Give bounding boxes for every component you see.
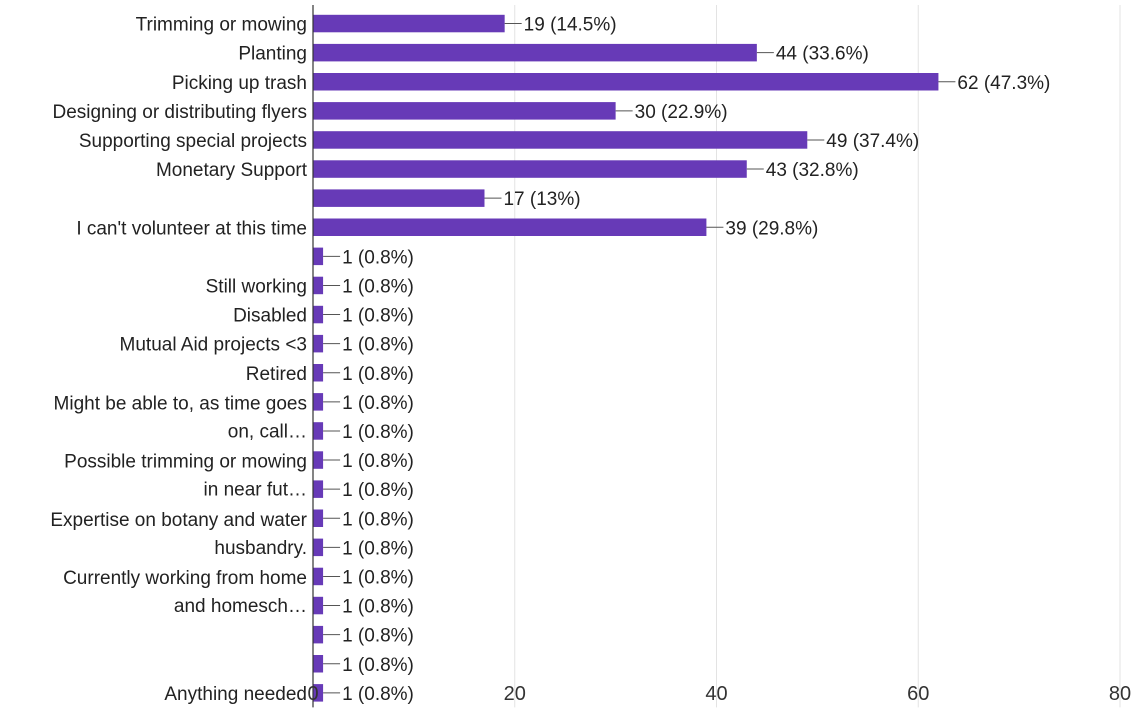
- category-label: Trimming or mowing: [136, 15, 307, 36]
- data-label: 43 (32.8%): [766, 160, 859, 181]
- x-tick-label: 80: [1109, 683, 1131, 705]
- data-label: 30 (22.9%): [635, 102, 728, 123]
- category-label: in near fut…: [204, 480, 308, 501]
- data-label: 1 (0.8%): [342, 306, 414, 327]
- data-label: 39 (29.8%): [725, 218, 818, 239]
- bar: [313, 73, 939, 91]
- bar: [313, 567, 324, 586]
- data-label: 17 (13%): [503, 189, 580, 210]
- category-label: Currently working from home: [63, 568, 307, 589]
- bar: [313, 451, 324, 469]
- x-axis-ticks: 0 20 40 60 80: [307, 683, 1131, 705]
- data-label: 1 (0.8%): [342, 538, 414, 559]
- category-label: Planting: [238, 44, 307, 65]
- bar: [313, 218, 707, 236]
- category-label: Mutual Aid projects <3: [120, 335, 307, 356]
- bar: [313, 102, 616, 120]
- bar: [313, 43, 757, 62]
- category-label: and homesch…: [174, 596, 307, 617]
- data-label: 1 (0.8%): [342, 655, 414, 676]
- x-tick-label: 20: [504, 683, 526, 705]
- bar: [313, 14, 505, 33]
- category-label: husbandry.: [214, 538, 307, 559]
- category-label: Possible trimming or mowing: [64, 452, 307, 473]
- category-label: Disabled: [233, 306, 307, 327]
- category-label: Expertise on botany and water: [50, 510, 307, 531]
- data-label: 1 (0.8%): [342, 626, 414, 647]
- bar: [313, 538, 324, 557]
- data-labels: 19 (14.5%) 44 (33.6%) 62 (47.3%) 30 (22.9%)…: [342, 15, 1050, 705]
- bars: [313, 14, 939, 702]
- bar: [313, 480, 324, 498]
- bar: [313, 276, 324, 295]
- category-label: Designing or distributing flyers: [52, 102, 307, 123]
- data-label: 1 (0.8%): [342, 422, 414, 443]
- bar: [313, 422, 324, 440]
- category-label: Picking up trash: [172, 73, 307, 94]
- category-label: Still working: [206, 276, 307, 297]
- data-label: 62 (47.3%): [957, 73, 1050, 94]
- data-label: 1 (0.8%): [342, 247, 414, 268]
- bar: [313, 160, 747, 178]
- data-label: 44 (33.6%): [776, 44, 869, 65]
- category-label: Monetary Support: [156, 160, 308, 181]
- data-label: 1 (0.8%): [342, 567, 414, 588]
- data-label: 1 (0.8%): [342, 451, 414, 472]
- bar: [313, 625, 324, 644]
- category-label: on, call…: [228, 421, 307, 442]
- data-label: 1 (0.8%): [342, 364, 414, 385]
- bar: [313, 247, 324, 266]
- data-label: 1 (0.8%): [342, 597, 414, 618]
- data-label: 1 (0.8%): [342, 684, 414, 705]
- bar: [313, 131, 808, 149]
- category-label: Supporting special projects: [79, 131, 307, 152]
- data-label: 1 (0.8%): [342, 335, 414, 356]
- bar: [313, 364, 324, 382]
- data-label: 1 (0.8%): [342, 480, 414, 501]
- data-label: 1 (0.8%): [342, 393, 414, 414]
- category-label: I can't volunteer at this time: [76, 218, 307, 239]
- category-label: Retired: [246, 364, 307, 385]
- bar: [313, 189, 485, 207]
- bar: [313, 305, 324, 324]
- bar: [313, 684, 324, 702]
- bar: [313, 596, 324, 615]
- category-label: Anything needed: [164, 684, 307, 705]
- category-labels: Trimming or mowing Planting Picking up tra…: [50, 15, 307, 705]
- x-tick-label: 60: [907, 683, 929, 705]
- x-tick-label: 40: [705, 683, 727, 705]
- data-label: 19 (14.5%): [524, 15, 617, 36]
- bar: [313, 393, 324, 411]
- data-label: 1 (0.8%): [342, 509, 414, 530]
- bar: [313, 655, 324, 673]
- category-label: Might be able to, as time goes: [54, 393, 307, 414]
- leader-lines: [323, 23, 956, 694]
- bar: [313, 334, 324, 353]
- bar: [313, 509, 324, 527]
- gridlines: [514, 5, 1121, 708]
- data-label: 1 (0.8%): [342, 276, 414, 297]
- data-label: 49 (37.4%): [826, 131, 919, 152]
